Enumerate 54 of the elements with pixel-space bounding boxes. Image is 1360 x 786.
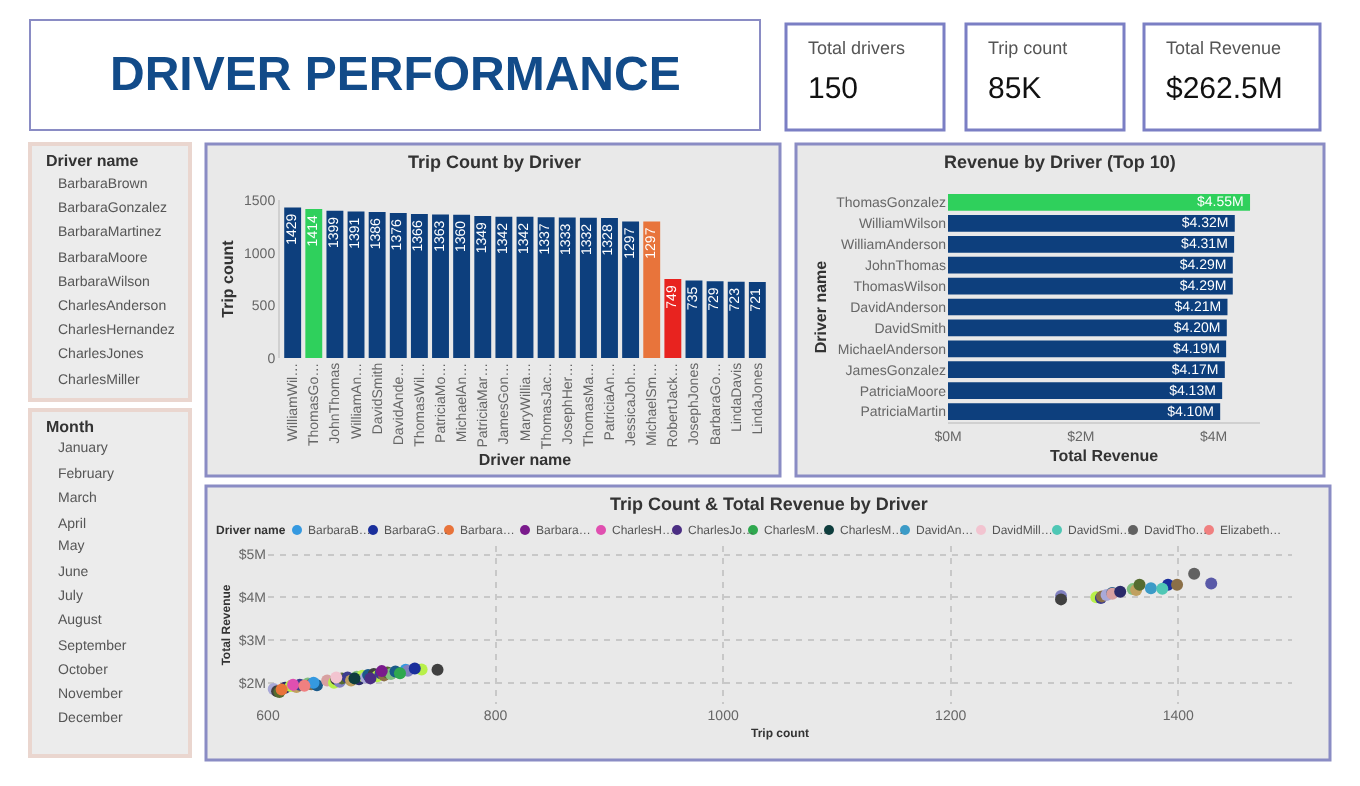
bar [748,282,766,358]
bar [948,256,1233,274]
bar [410,214,428,358]
bar [579,217,597,358]
y-axis-title: Trip count [219,239,238,318]
text: Trip count [988,38,1069,58]
bar [948,403,1221,420]
bar [305,209,323,358]
bar [948,194,1251,211]
bar [948,361,1225,379]
chart-title: Trip Count by Driver [408,152,583,172]
bar [601,218,618,358]
text: Total drivers [808,38,907,58]
bar [706,281,724,358]
bar [495,216,513,358]
bar [368,212,386,358]
point [1114,585,1127,598]
text: DRIVER PERFORMANCE [110,48,681,102]
bar [453,214,471,358]
point [431,663,444,676]
point [1133,578,1146,591]
bar [622,221,640,358]
point [1171,578,1184,591]
bar [664,279,682,358]
bar [537,217,555,358]
bar [558,217,576,358]
text: Total Revenue [1166,38,1282,58]
point [1156,582,1169,595]
text: Driver name [46,152,140,170]
point [408,662,421,675]
bar [326,210,344,358]
point [1205,577,1218,590]
bar [389,213,407,358]
bar [432,214,449,358]
bar [948,235,1235,253]
point [1144,582,1157,595]
point [1188,567,1201,580]
text: Month [46,418,95,436]
chart-title: Trip Count & Total Revenue by Driver [610,494,929,514]
x-axis-title: Driver name [478,451,573,470]
y-axis-title: Driver name [811,259,830,354]
text: 150 [808,72,859,106]
x-axis-title: Total Revenue [1049,447,1160,465]
bar [948,340,1227,358]
chart-title: Revenue by Driver (Top 10) [944,152,1176,172]
bar [284,207,302,358]
bar [948,215,1235,232]
text: $262.5M [1166,72,1283,106]
bar [948,382,1223,399]
text: 85K [988,72,1042,106]
bar [727,281,745,358]
bar [474,215,492,358]
bar [643,221,661,358]
bar [948,298,1228,316]
